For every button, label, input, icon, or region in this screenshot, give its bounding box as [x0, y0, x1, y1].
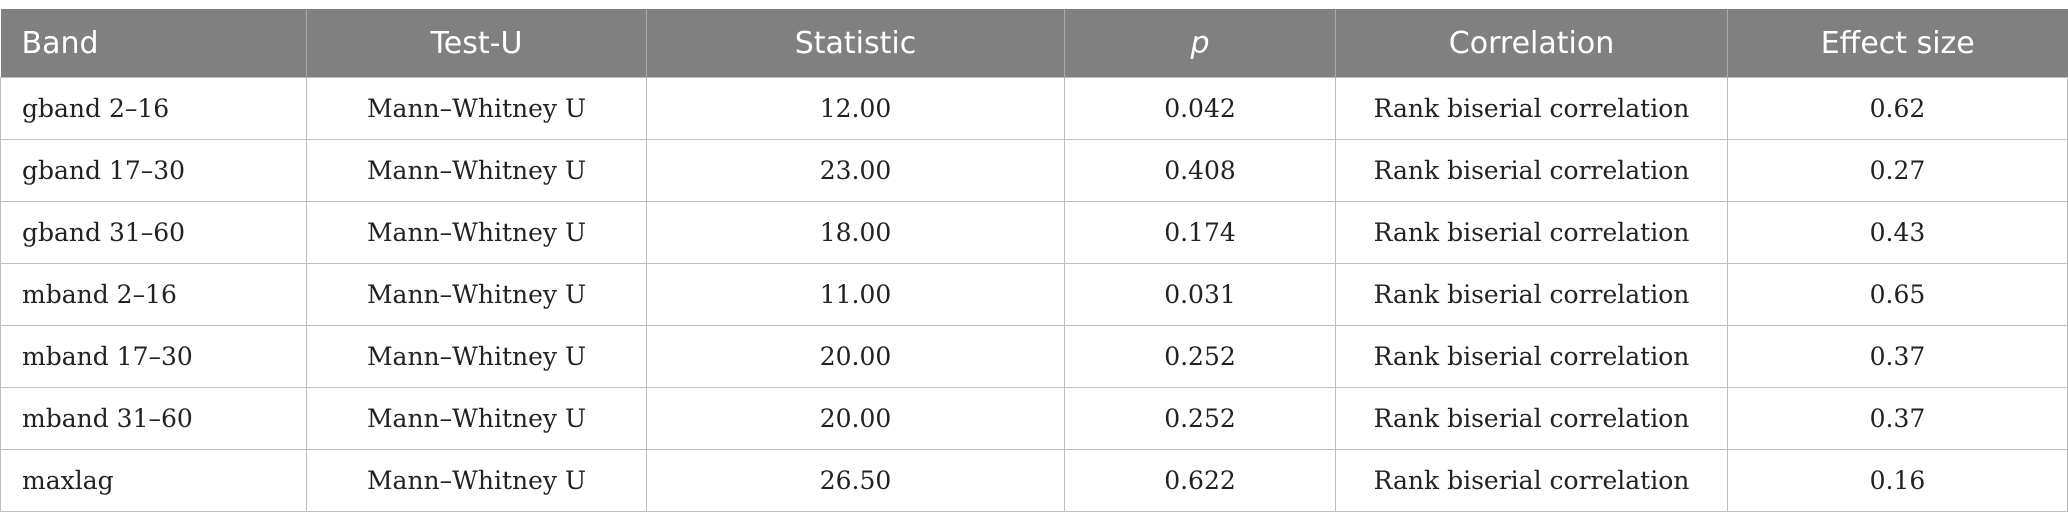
column-header: Statistic — [646, 9, 1065, 78]
table-cell: Mann–Whitney U — [306, 201, 647, 264]
table-cell: 11.00 — [646, 263, 1065, 326]
table-cell: Rank biserial correlation — [1335, 387, 1728, 450]
table-cell: 0.37 — [1727, 325, 2068, 388]
table-cell: 0.408 — [1064, 139, 1336, 202]
table-cell: Mann–Whitney U — [306, 387, 647, 450]
table-cell: 23.00 — [646, 139, 1065, 202]
table-cell: 0.252 — [1064, 325, 1336, 388]
table-cell: Mann–Whitney U — [306, 263, 647, 326]
table-cell: Mann–Whitney U — [306, 325, 647, 388]
table-cell: mband 2–16 — [0, 263, 307, 326]
table-cell: gband 31–60 — [0, 201, 307, 264]
table-cell: Rank biserial correlation — [1335, 201, 1728, 264]
table-cell: Rank biserial correlation — [1335, 449, 1728, 512]
table-cell: 0.27 — [1727, 139, 2068, 202]
table-body: gband 2–16 Mann–Whitney U 12.00 0.042 Rank b… — [0, 77, 2068, 512]
table-row: mband 17–30 Mann–Whitney U 20.00 0.252 Rank … — [0, 325, 2068, 388]
table-cell: 0.62 — [1727, 77, 2068, 140]
column-header: Effect size — [1727, 9, 2068, 78]
table-row: mband 2–16 Mann–Whitney U 11.00 0.031 Rank b… — [0, 263, 2068, 326]
table-cell: 0.252 — [1064, 387, 1336, 450]
table-cell: Rank biserial correlation — [1335, 77, 1728, 140]
table-cell: Rank biserial correlation — [1335, 263, 1728, 326]
table-cell: Mann–Whitney U — [306, 77, 647, 140]
table-cell: 0.65 — [1727, 263, 2068, 326]
table-row: mband 31–60 Mann–Whitney U 20.00 0.252 Rank … — [0, 387, 2068, 450]
table-cell: 12.00 — [646, 77, 1065, 140]
table-cell: 0.031 — [1064, 263, 1336, 326]
table-row: gband 2–16 Mann–Whitney U 12.00 0.042 Rank b… — [0, 77, 2068, 140]
table-cell: 26.50 — [646, 449, 1065, 512]
table-row: maxlag Mann–Whitney U 26.50 0.622 Rank biser… — [0, 449, 2068, 512]
table-row: gband 17–30 Mann–Whitney U 23.00 0.408 Rank … — [0, 139, 2068, 202]
table-cell: Rank biserial correlation — [1335, 325, 1728, 388]
table-cell: mband 17–30 — [0, 325, 307, 388]
table-cell: maxlag — [0, 449, 307, 512]
table-cell: Mann–Whitney U — [306, 449, 647, 512]
table-cell: Mann–Whitney U — [306, 139, 647, 202]
table-cell: 0.37 — [1727, 387, 2068, 450]
table-cell: 20.00 — [646, 387, 1065, 450]
table-cell: 0.042 — [1064, 77, 1336, 140]
column-header: Band — [0, 9, 307, 78]
table-cell: gband 17–30 — [0, 139, 307, 202]
column-header: Correlation — [1335, 9, 1728, 78]
column-header: p — [1064, 9, 1336, 78]
table-cell: gband 2–16 — [0, 77, 307, 140]
table-cell: 0.174 — [1064, 201, 1336, 264]
table-wrapper: Band Test-U Statistic p Correlation Effect si… — [0, 9, 2068, 512]
table-row: gband 31–60 Mann–Whitney U 18.00 0.174 Rank … — [0, 201, 2068, 264]
results-table: Band Test-U Statistic p Correlation Effect si… — [0, 9, 2068, 512]
table-cell: mband 31–60 — [0, 387, 307, 450]
table-cell: 20.00 — [646, 325, 1065, 388]
table-cell: Rank biserial correlation — [1335, 139, 1728, 202]
table-cell: 0.43 — [1727, 201, 2068, 264]
table-cell: 0.622 — [1064, 449, 1336, 512]
column-header: Test-U — [306, 9, 647, 78]
table-cell: 0.16 — [1727, 449, 2068, 512]
header-row: Band Test-U Statistic p Correlation Effect si… — [0, 9, 2068, 78]
table-cell: 18.00 — [646, 201, 1065, 264]
